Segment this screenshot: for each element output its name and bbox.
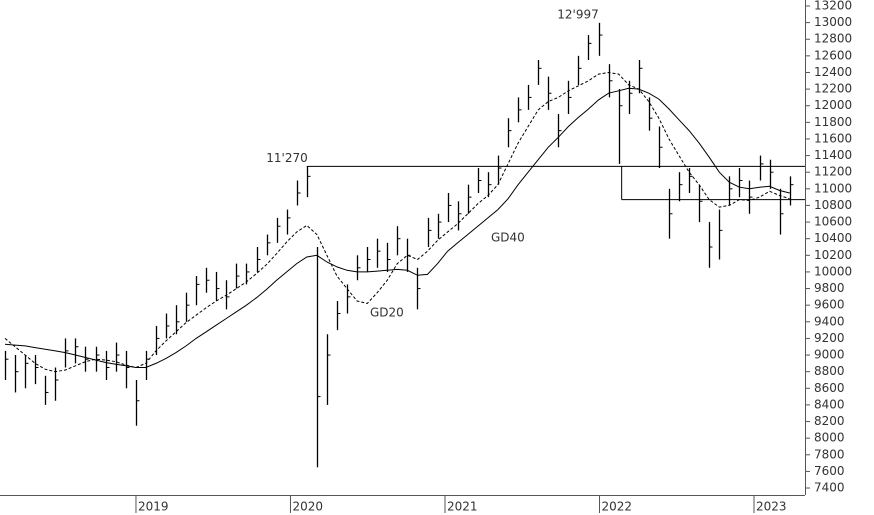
y-tick-label: 10400 — [814, 231, 852, 245]
annotation: 12'997 — [557, 7, 598, 21]
y-tick-label: 8600 — [814, 381, 845, 395]
annotation: 11'270 — [266, 151, 307, 165]
y-tick-label: 12800 — [814, 32, 852, 46]
y-tick-label: 12200 — [814, 82, 852, 96]
y-tick-label: 11800 — [814, 115, 852, 129]
y-tick-label: 8800 — [814, 364, 845, 378]
x-tick-label: 2023 — [756, 500, 787, 514]
y-tick-label: 8400 — [814, 397, 845, 411]
x-tick-label: 2019 — [138, 500, 169, 514]
y-tick-label: 10600 — [814, 215, 852, 229]
moving-average — [4, 87, 790, 368]
y-tick-label: 13000 — [814, 15, 852, 29]
x-tick-label: 2020 — [292, 500, 323, 514]
y-tick-label: 9600 — [814, 298, 845, 312]
y-tick-label: 13200 — [814, 0, 852, 12]
y-tick-label: 9200 — [814, 331, 845, 345]
y-tick-label: 7400 — [814, 481, 845, 495]
y-tick-label: 11000 — [814, 181, 852, 195]
y-tick-label: 8200 — [814, 414, 845, 428]
x-tick-label: 2022 — [602, 500, 633, 514]
y-tick-label: 8000 — [814, 431, 845, 445]
y-tick-label: 11400 — [814, 148, 852, 162]
y-tick-label: 12000 — [814, 98, 852, 112]
y-tick-label: 12400 — [814, 65, 852, 79]
y-tick-label: 11200 — [814, 165, 852, 179]
x-tick-label: 2021 — [447, 500, 478, 514]
y-tick-label: 9400 — [814, 314, 845, 328]
y-tick-label: 10000 — [814, 264, 852, 278]
y-tick-label: 7600 — [814, 464, 845, 478]
y-tick-label: 7800 — [814, 447, 845, 461]
y-tick-label: 12600 — [814, 48, 852, 62]
series-label: GD20 — [370, 306, 404, 320]
y-tick-label: 9800 — [814, 281, 845, 295]
series-label: GD40 — [491, 231, 525, 245]
y-tick-label: 10800 — [814, 198, 852, 212]
moving-average — [4, 71, 790, 373]
y-tick-label: 9000 — [814, 348, 845, 362]
y-tick-label: 11600 — [814, 131, 852, 145]
y-tick-label: 10200 — [814, 248, 852, 262]
